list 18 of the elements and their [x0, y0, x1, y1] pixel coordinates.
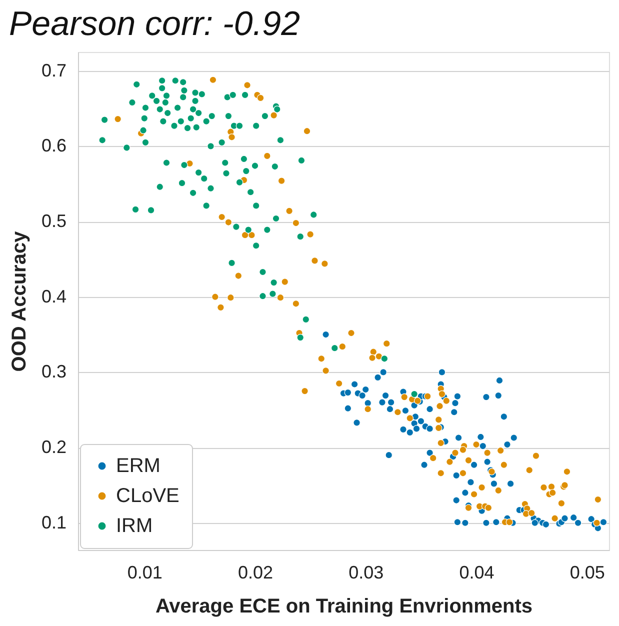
x-tick-label: 0.05: [570, 562, 605, 582]
x-tick-label: 0.02: [238, 562, 274, 582]
y-tick-label: 0.7: [41, 60, 66, 80]
x-tick-label: 0.04: [459, 562, 494, 582]
y-axis-title: OOD Accuracy: [8, 230, 30, 372]
y-tick-label: 0.1: [41, 512, 66, 532]
x-tick-label: 0.01: [127, 562, 162, 582]
y-tick-label: 0.5: [41, 211, 66, 232]
legend-label: CLoVE: [116, 485, 180, 507]
y-tick-label: 0.3: [41, 362, 66, 382]
y-tick-label: 0.2: [41, 437, 66, 458]
legend-label: ERM: [116, 455, 160, 477]
y-tick-label: 0.6: [41, 136, 66, 156]
y-tick-label: 0.4: [41, 286, 66, 306]
x-tick-label: 0.03: [348, 562, 384, 582]
legend-label: IRM: [116, 515, 153, 537]
chart-title: Pearson corr: -0.92: [8, 5, 300, 43]
x-axis-title: Average ECE on Training Envrionments: [155, 596, 533, 618]
